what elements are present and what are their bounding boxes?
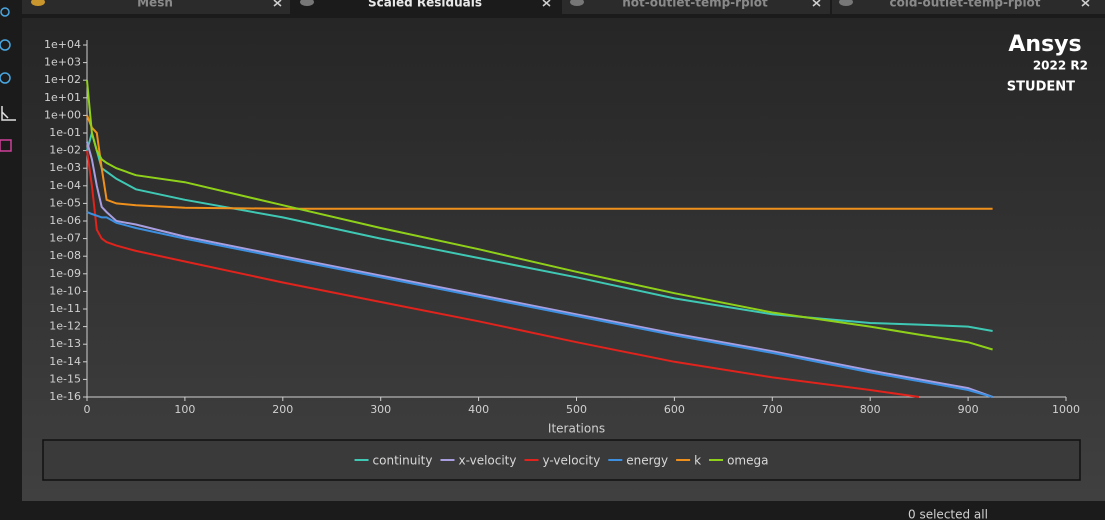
tab-label: cold-outlet-temp-rplot	[889, 0, 1040, 10]
x-axis-label: Iterations	[548, 422, 605, 436]
logo-name: Ansys	[1008, 32, 1081, 57]
x-tick-label: 400	[468, 403, 489, 416]
y-tick-label: 1e-03	[49, 161, 81, 174]
tab[interactable]	[562, 0, 830, 14]
series-line	[86, 141, 993, 398]
x-tick-label: 900	[958, 403, 979, 416]
y-tick-label: 1e-04	[49, 179, 81, 192]
y-tick-label: 1e+03	[44, 56, 81, 69]
y-tick-label: 1e-08	[49, 249, 81, 262]
y-tick-label: 1e-16	[49, 390, 81, 403]
x-tick-label: 100	[174, 403, 195, 416]
y-tick-label: 1e-12	[49, 320, 81, 333]
y-tick-label: 1e-01	[49, 126, 81, 139]
y-tick-label: 1e-13	[49, 337, 81, 350]
chart-panel	[22, 18, 1105, 501]
x-tick-label: 700	[762, 403, 783, 416]
y-tick-label: 1e+04	[44, 38, 81, 51]
y-tick-label: 1e-05	[49, 196, 81, 209]
series-line	[86, 150, 920, 398]
y-tick-label: 1e-07	[49, 232, 81, 245]
tab-icons	[31, 0, 853, 6]
legend-label: energy	[626, 454, 668, 468]
series-line	[86, 115, 993, 210]
series-line	[86, 211, 993, 398]
tab-active[interactable]	[292, 0, 560, 14]
status-text: 0 selected all	[908, 508, 988, 520]
logo-edition: STUDENT	[1007, 80, 1075, 95]
x-tick-label: 600	[664, 403, 685, 416]
tab[interactable]	[832, 0, 1105, 14]
x-tick-label: 0	[84, 403, 91, 416]
tab-label: hot-outlet-temp-rplot	[622, 0, 768, 10]
legend-box	[42, 439, 1081, 481]
y-tick-label: 1e+00	[44, 108, 81, 121]
y-tick-label: 1e-09	[49, 267, 81, 280]
logo-version: 2022 R2	[1033, 59, 1088, 73]
y-tick-label: 1e-10	[49, 284, 81, 297]
tab-close-icons[interactable]	[273, 0, 1090, 7]
legend-label: x-velocity	[458, 454, 516, 468]
y-tick-label: 1e-02	[49, 144, 81, 157]
x-tick-label: 300	[370, 403, 391, 416]
tab[interactable]	[22, 0, 290, 14]
legend-label: k	[694, 454, 701, 468]
legend-label: continuity	[373, 454, 433, 468]
y-tick-label: 1e-15	[49, 372, 81, 385]
y-tick-label: 1e+01	[44, 91, 81, 104]
tab-label: Mesh	[137, 0, 173, 10]
toolbar[interactable]	[0, 7, 16, 152]
y-tick-label: 1e-11	[49, 302, 81, 315]
x-tick-label: 200	[272, 403, 293, 416]
y-tick-label: 1e-14	[49, 355, 81, 368]
y-tick-label: 1e-06	[49, 214, 81, 227]
x-tick-label: 800	[860, 403, 881, 416]
legend-label: omega	[727, 454, 768, 468]
series-line	[86, 80, 993, 351]
x-tick-label: 1000	[1052, 403, 1080, 416]
x-tick-label: 500	[566, 403, 587, 416]
tab-label: Scaled Residuals	[368, 0, 482, 10]
legend-label: y-velocity	[543, 454, 601, 468]
y-tick-label: 1e+02	[44, 73, 81, 86]
